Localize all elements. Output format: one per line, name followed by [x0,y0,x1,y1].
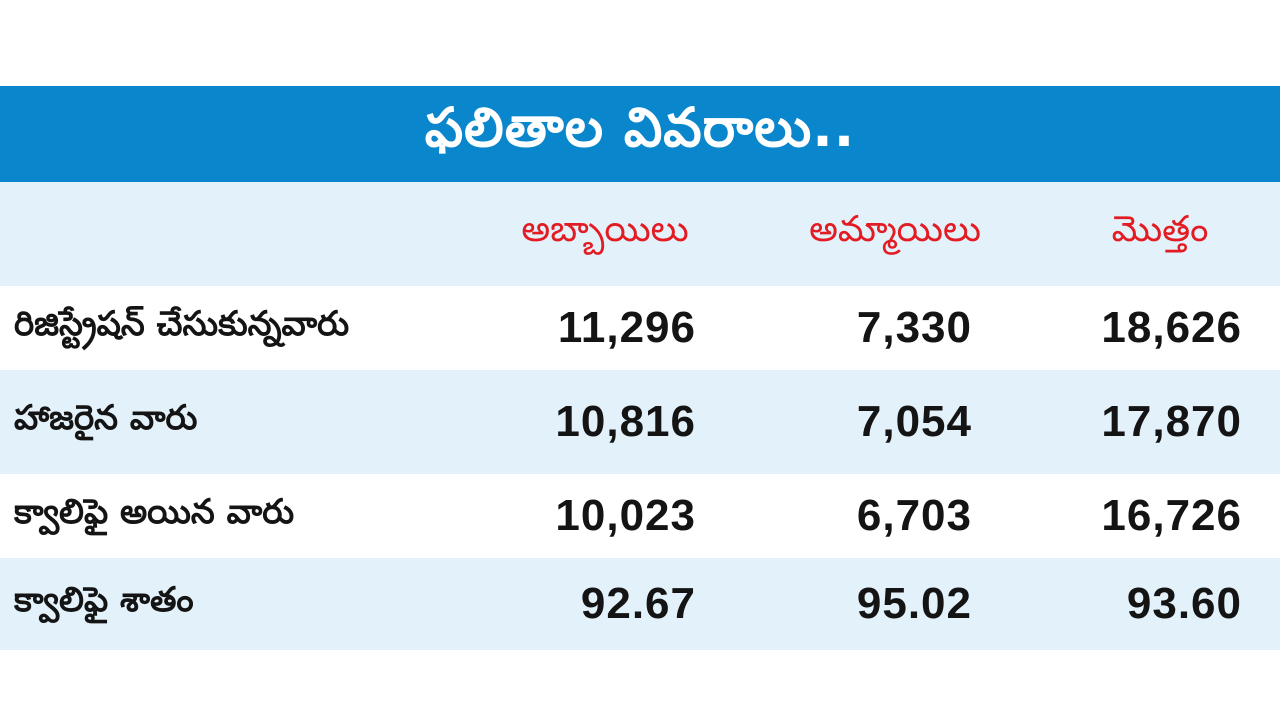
total-value: 93.60 [1126,579,1242,628]
boys-value: 10,023 [555,491,696,540]
boys-value: 11,296 [557,303,696,352]
boys-value: 92.67 [580,579,696,628]
page-title: ఫలితాల వివరాలు.. [424,95,856,159]
table-row: రిజిస్ట్రేషన్ చేసుకున్నవారు 11,296 7,330… [0,286,1280,370]
table-header-row: అబ్బాయిలు అమ్మాయిలు మొత్తం [0,182,1280,286]
row-label: హాజరైన వారు [14,398,198,438]
row-label: క్వాలిఫై శాతం [14,580,194,620]
row-label: క్వాలిఫై అయిన వారు [14,492,295,532]
total-value: 18,626 [1101,303,1242,352]
boys-value: 10,816 [555,397,696,446]
girls-value: 95.02 [856,579,972,628]
row-label: రిజిస్ట్రేషన్ చేసుకున్నవారు [14,304,350,344]
table-row: హాజరైన వారు 10,816 7,054 17,870 [0,370,1280,474]
total-value: 16,726 [1101,491,1242,540]
girls-value: 6,703 [856,491,972,540]
title-bar: ఫలితాల వివరాలు.. [0,86,1280,182]
girls-value: 7,054 [856,397,972,446]
table-row: క్వాలిఫై అయిన వారు 10,023 6,703 16,726 [0,474,1280,558]
column-header-total: మొత్తం [1111,209,1209,250]
total-value: 17,870 [1101,397,1242,446]
column-header-boys: అబ్బాయిలు [521,209,689,250]
column-header-girls: అమ్మాయిలు [809,209,981,250]
table-row: క్వాలిఫై శాతం 92.67 95.02 93.60 [0,558,1280,650]
girls-value: 7,330 [856,303,972,352]
